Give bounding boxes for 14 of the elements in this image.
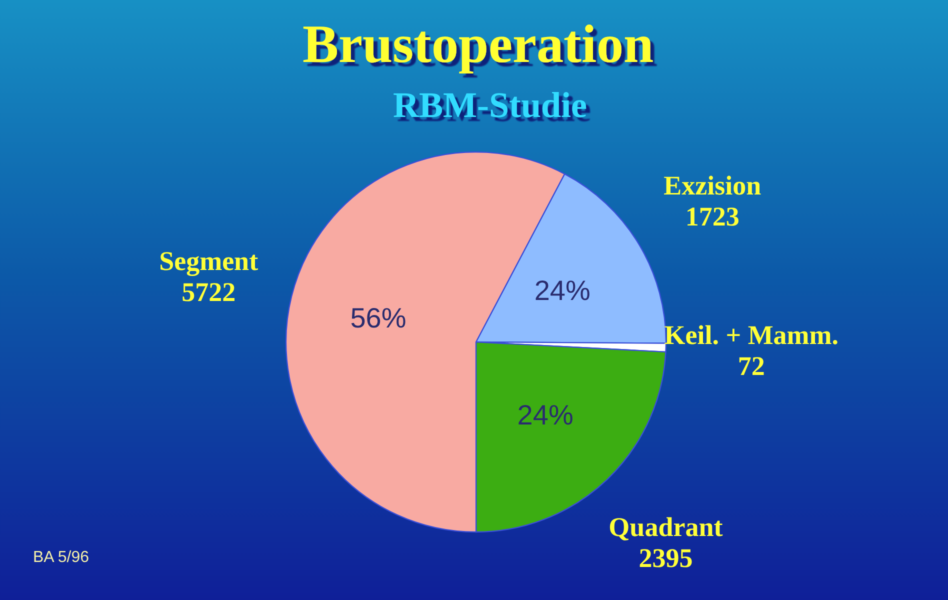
slice-label: Keil. + Mamm. <box>664 320 839 350</box>
data-label: 1723 <box>685 201 740 232</box>
slice-label: Exzision <box>664 170 762 200</box>
chart-subtitle: RBM-Studie <box>392 85 588 125</box>
text: BA 5/96 <box>33 549 90 566</box>
slice-label: Quadrant <box>608 512 723 542</box>
data-label: 72 <box>738 351 765 382</box>
text: 56% <box>350 302 406 334</box>
chart-title: Brustoperation <box>302 14 654 74</box>
data-label: 2395 <box>638 542 693 573</box>
text: 24% <box>534 274 590 306</box>
slice-label: Segment <box>159 246 258 276</box>
text: 24% <box>517 400 574 431</box>
data-label: 5722 <box>182 276 236 307</box>
